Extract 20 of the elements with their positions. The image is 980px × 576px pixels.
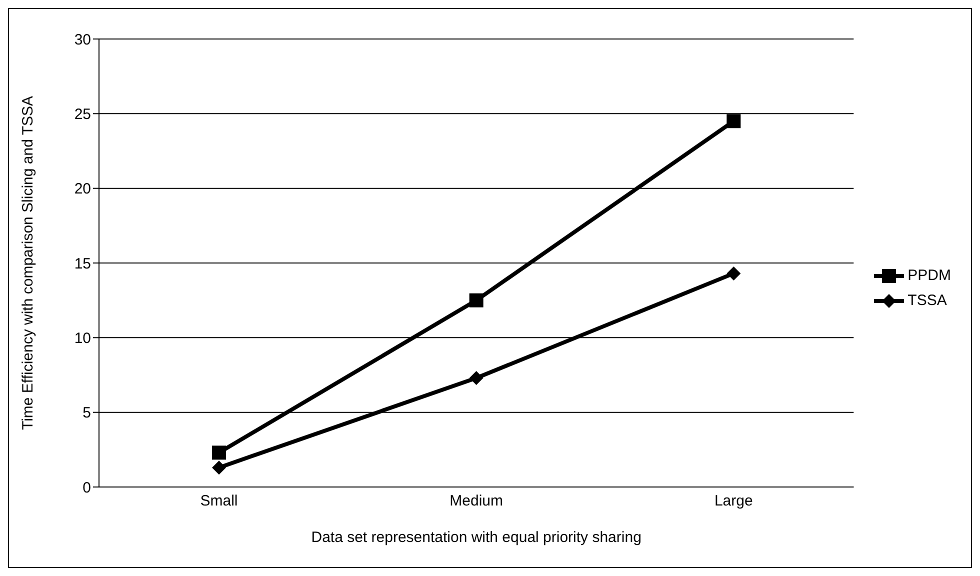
point bbox=[212, 446, 226, 460]
y-tick-label: 5 bbox=[82, 404, 91, 422]
legend-label: TSSA bbox=[908, 292, 947, 309]
x-tick-label: Medium bbox=[450, 492, 504, 510]
y-tick-label: 20 bbox=[74, 180, 91, 198]
x-axis-title: Data set representation with equal priority sharing bbox=[311, 529, 642, 546]
point bbox=[212, 460, 226, 475]
y-tick-label: 25 bbox=[74, 106, 91, 123]
y-tick-label: 10 bbox=[74, 330, 91, 347]
point bbox=[469, 370, 484, 385]
point bbox=[726, 266, 741, 280]
point bbox=[469, 293, 484, 308]
point bbox=[726, 114, 741, 128]
y-tick-label: 0 bbox=[82, 479, 91, 496]
x-tick-label: Large bbox=[714, 492, 753, 510]
legend-label: PPDM bbox=[908, 267, 951, 284]
x-tick-label: Small bbox=[200, 492, 238, 510]
y-tick-label: 30 bbox=[74, 31, 91, 48]
y-axis-title: Time Efficiency with comparison Slicing and TSSA bbox=[19, 96, 36, 430]
y-tick-label: 15 bbox=[74, 255, 91, 272]
